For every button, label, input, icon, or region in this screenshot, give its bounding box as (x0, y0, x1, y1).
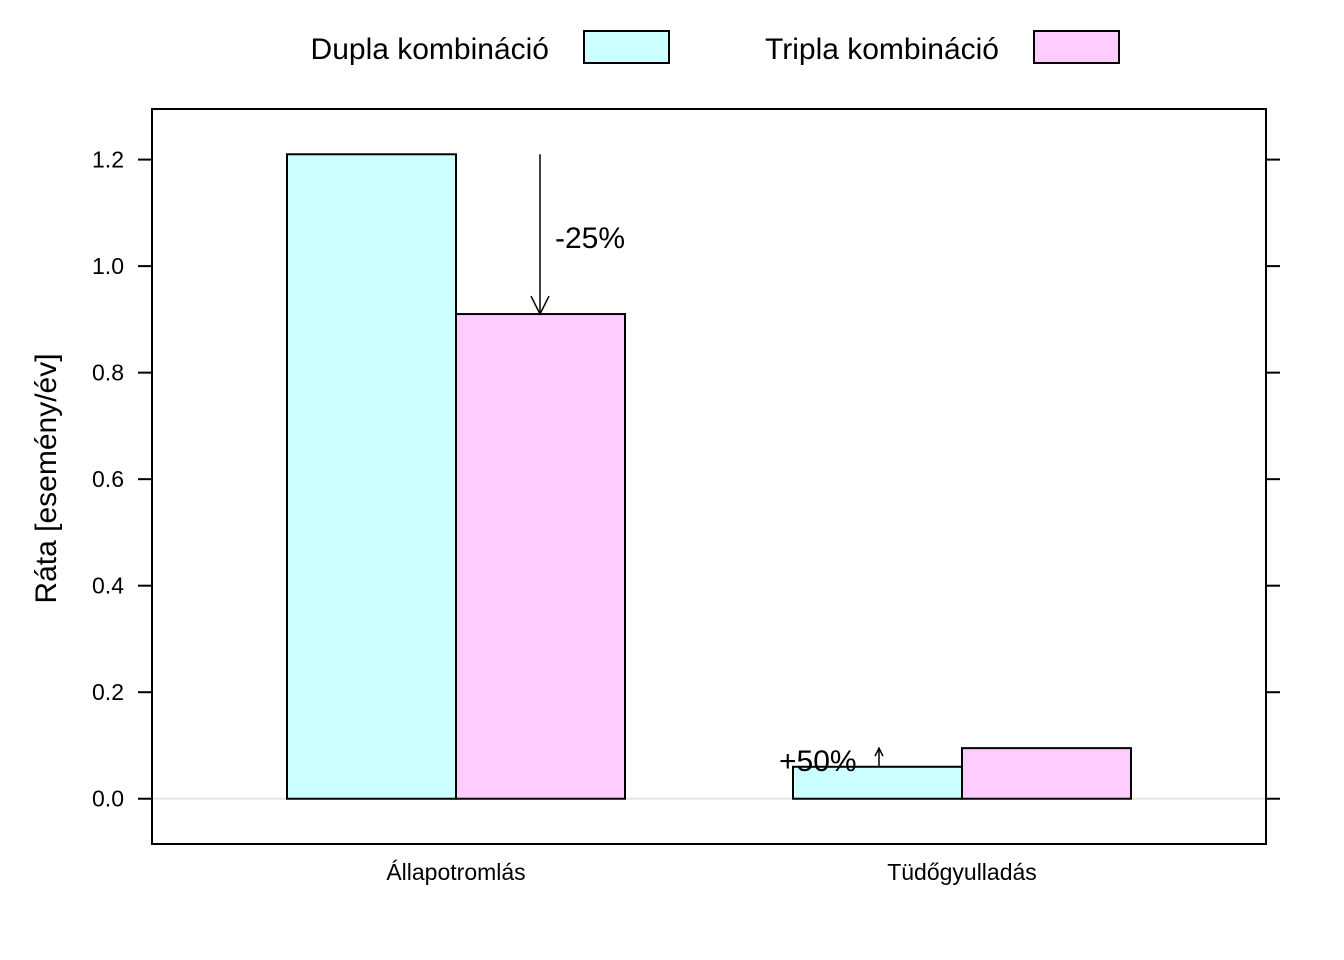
y-tick-label: 0.0 (92, 786, 124, 812)
annotation-arrow-head-increase (874, 746, 884, 757)
annotation-label-increase: +50% (779, 745, 857, 778)
plot-area: 0.0 0.2 0.4 0.6 0.8 1.0 1.2 Állapotromlás Tüdőgy… (30, 108, 1280, 885)
plot-border (151, 108, 1267, 845)
legend: Dupla kombináció Tripla kombináció (311, 30, 1120, 66)
legend-swatch-tripla (1033, 30, 1120, 64)
annotation-arrow-head-decrease (530, 295, 550, 316)
y-tick-label: 0.4 (92, 573, 124, 599)
legend-label-tripla: Tripla kombináció (765, 33, 999, 66)
legend-swatch-dupla (583, 30, 670, 64)
y-tick-label: 1.0 (92, 253, 124, 279)
x-category-label: Tüdőgyulladás (887, 859, 1037, 885)
legend-label-dupla: Dupla kombináció (311, 33, 549, 66)
y-tick-label: 0.8 (92, 360, 124, 386)
y-tick-label: 0.6 (92, 466, 124, 492)
y-tick-label: 1.2 (92, 147, 124, 173)
bar-tripla-1 (961, 747, 1132, 800)
bar-dupla-0 (286, 153, 457, 800)
bar-tripla-0 (455, 313, 626, 800)
x-category-label: Állapotromlás (386, 859, 525, 885)
annotation-label-decrease: -25% (555, 222, 625, 255)
y-axis-title: Ráta [esemény/év] (30, 353, 63, 603)
y-tick-label: 0.2 (92, 679, 124, 705)
